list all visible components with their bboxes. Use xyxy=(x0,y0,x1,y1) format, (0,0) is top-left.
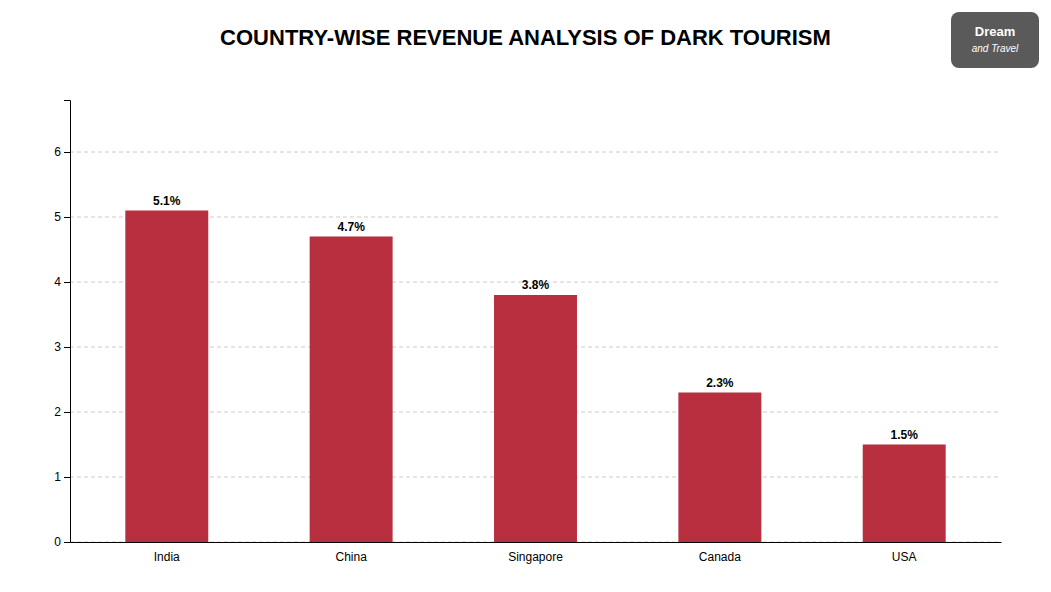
x-tick-label: India xyxy=(154,550,180,564)
y-tick-mark xyxy=(64,477,70,478)
annotation: and Travel xyxy=(972,43,1019,54)
grid-line xyxy=(70,152,1001,153)
bar xyxy=(494,295,577,542)
y-axis-line xyxy=(64,101,71,543)
y-tick: 0 xyxy=(54,535,70,549)
y-tick-label: 3 xyxy=(54,340,61,354)
x-tick-label: USA xyxy=(892,550,917,564)
bars xyxy=(125,211,945,543)
y-tick-mark xyxy=(64,542,70,543)
data-labels: 5.1% 4.7% 3.8% 2.3% 1.5% xyxy=(153,194,918,442)
x-axis: India China Singapore Canada USA xyxy=(71,543,1002,564)
x-axis-line xyxy=(71,542,1002,543)
y-tick: 3 xyxy=(54,340,70,354)
bar xyxy=(125,211,208,543)
y-tick-mark xyxy=(64,152,70,153)
bar xyxy=(310,237,393,543)
data-label: 4.7% xyxy=(337,220,365,234)
bar xyxy=(678,393,761,543)
y-tick: 6 xyxy=(54,145,70,159)
y-tick: 5 xyxy=(54,210,70,224)
y-tick: 2 xyxy=(54,405,70,419)
bar xyxy=(863,445,946,543)
grid-line xyxy=(70,217,1001,218)
x-tick: Singapore xyxy=(508,550,563,564)
y-tick-label: 6 xyxy=(54,145,61,159)
data-label: 1.5% xyxy=(891,428,919,442)
y-tick-label: 5 xyxy=(54,210,61,224)
x-tick-label: Canada xyxy=(699,550,741,564)
y-tick-mark xyxy=(64,412,70,413)
x-tick: Canada xyxy=(699,550,741,564)
x-tick-label: Singapore xyxy=(508,550,563,564)
y-axis: 0 1 2 3 4 5 6 xyxy=(54,101,70,550)
y-tick: 1 xyxy=(54,470,70,484)
y-tick-mark xyxy=(64,282,70,283)
x-tick: India xyxy=(154,550,180,564)
chart: COUNTRY-WISE REVENUE ANALYSIS OF DARK TO… xyxy=(0,0,1051,592)
y-tick-label: 0 xyxy=(54,535,61,549)
badge-background xyxy=(951,12,1039,68)
x-tick-label: China xyxy=(335,550,367,564)
y-tick-mark xyxy=(64,217,70,218)
y-tick: 4 xyxy=(54,275,70,289)
grid xyxy=(70,152,1001,542)
x-tick: USA xyxy=(892,550,917,564)
data-label: 3.8% xyxy=(522,278,550,292)
badge: Dream and Travel xyxy=(951,12,1039,68)
plot: 5.1% 4.7% 3.8% 2.3% 1.5% 0 1 2 3 4 5 6 India China Sin… xyxy=(54,101,1001,564)
data-label: 2.3% xyxy=(706,376,734,390)
title: COUNTRY-WISE REVENUE ANALYSIS OF DARK TO… xyxy=(220,25,831,50)
data-label: 5.1% xyxy=(153,194,181,208)
annotation: Dream xyxy=(975,24,1015,39)
y-tick-label: 2 xyxy=(54,405,61,419)
y-tick-label: 4 xyxy=(54,275,61,289)
x-tick: China xyxy=(335,550,367,564)
y-tick-label: 1 xyxy=(54,470,61,484)
y-tick-mark xyxy=(64,347,70,348)
